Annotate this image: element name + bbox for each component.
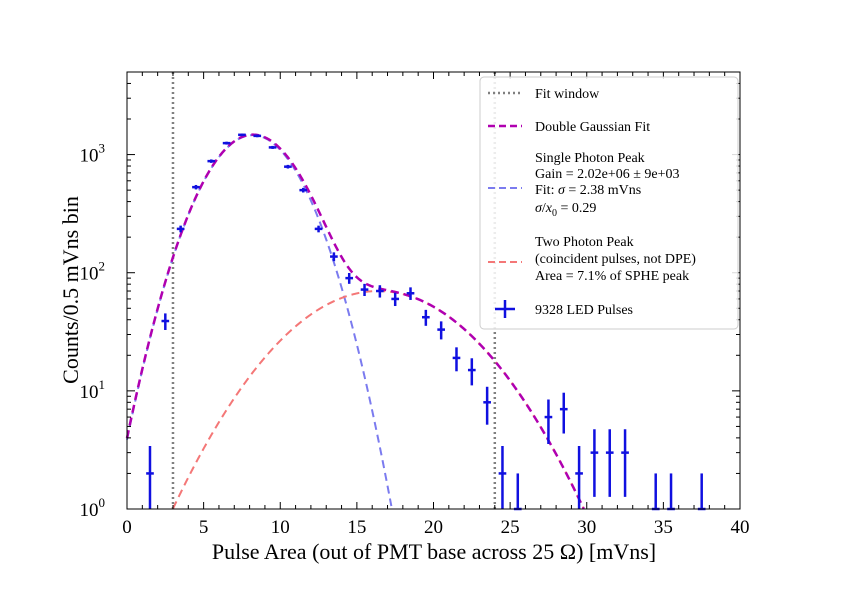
data-point	[452, 347, 461, 372]
legend-fit-suffix: = 2.38 mVns	[565, 183, 641, 198]
x-tick-label: 25	[501, 517, 520, 538]
x-tick-label: 5	[199, 517, 209, 538]
data-point	[621, 429, 629, 497]
legend-two-peak-title: Two Photon Peak	[535, 235, 634, 250]
data-point	[345, 272, 354, 284]
y-tick-exponent: 3	[99, 141, 106, 156]
x-tick-label: 15	[347, 517, 366, 538]
data-point	[299, 187, 308, 193]
data-point	[498, 445, 507, 509]
legend-two-peak-note: (coincident pulses, not DPE)	[535, 252, 696, 267]
data-point	[437, 321, 445, 340]
y-tick-base: 10	[80, 500, 99, 521]
data-point	[238, 133, 246, 137]
legend-ratio-sub: 0	[552, 208, 557, 219]
legend-single-peak-gain: Gain = 2.02e+06 ± 9e+03	[535, 167, 680, 182]
data-point	[330, 252, 338, 262]
data-point	[559, 392, 568, 434]
data-point	[161, 313, 170, 330]
data-point	[284, 164, 292, 169]
legend-fit-prefix: Fit:	[535, 183, 558, 198]
data-point	[544, 399, 553, 444]
legend-ratio-value: = 0.29	[557, 201, 596, 216]
legend-data-swatch	[495, 300, 515, 318]
legend-ratio-x: x	[545, 201, 553, 216]
data-point	[376, 285, 384, 298]
x-tick-label: 20	[424, 517, 443, 538]
y-tick-exponent: 2	[99, 259, 106, 274]
y-tick-label: 103	[80, 141, 106, 167]
legend-box	[479, 76, 739, 330]
data-point	[605, 429, 614, 497]
legend-double-fit-label: Double Gaussian Fit	[535, 120, 650, 135]
data-points	[146, 133, 706, 511]
legend-data-label: 9328 LED Pulses	[535, 303, 633, 318]
data-point	[268, 145, 277, 149]
y-tick-label: 100	[80, 495, 106, 521]
y-axis-label: Counts/0.5 mVns bin	[58, 196, 83, 384]
double-gaussian-fit-curve	[125, 133, 585, 510]
y-tick-base: 10	[80, 146, 99, 167]
data-point	[391, 292, 400, 307]
data-point	[360, 283, 369, 297]
x-tick-label: 40	[731, 517, 750, 538]
data-point	[483, 386, 491, 425]
x-tick-label: 10	[271, 517, 290, 538]
data-point	[575, 445, 583, 509]
y-tick-exponent: 0	[99, 495, 106, 510]
legend: Fit window Double Gaussian Fit Single Ph…	[479, 76, 739, 330]
legend-ratio-sigma: σ	[535, 201, 543, 216]
data-point	[207, 159, 216, 163]
x-tick-label: 30	[577, 517, 596, 538]
legend-single-peak-title: Single Photon Peak	[535, 151, 645, 166]
y-tick-base: 10	[80, 382, 99, 403]
legend-fit-window-label: Fit window	[535, 87, 600, 102]
data-point	[176, 225, 185, 233]
legend-sigma-symbol: σ	[558, 183, 566, 198]
y-tick-base: 10	[80, 264, 99, 285]
y-tick-label: 102	[80, 259, 106, 285]
x-axis-label: Pulse Area (out of PMT base across 25 Ω)…	[212, 539, 656, 564]
data-point	[222, 141, 231, 145]
legend-single-peak-ratio: σ/x0 = 0.29	[535, 201, 596, 219]
data-point	[422, 309, 430, 326]
data-point	[467, 358, 476, 386]
data-point	[253, 134, 262, 138]
data-point	[192, 184, 200, 190]
legend-single-peak-fit: Fit: σ = 2.38 mVns	[535, 183, 641, 198]
data-point	[314, 225, 323, 233]
data-point	[590, 429, 599, 497]
legend-two-peak-area: Area = 7.1% of SPHE peak	[535, 269, 689, 284]
legend-ratio-slash: /	[542, 201, 546, 216]
y-tick-label: 101	[80, 377, 106, 403]
x-tick-label: 0	[122, 517, 132, 538]
y-tick-exponent: 1	[99, 377, 106, 392]
x-tick-label: 35	[654, 517, 673, 538]
data-point	[146, 445, 154, 509]
data-point	[406, 287, 415, 300]
